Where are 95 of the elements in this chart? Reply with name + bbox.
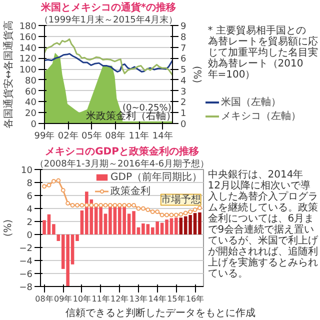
x-tick-label: 99年 <box>34 130 55 142</box>
x-tick-label: 15年 <box>167 294 186 304</box>
text: 信頼できると判断したデータをもとに作成 <box>66 307 256 319</box>
y-tick-label: 8 <box>26 179 33 189</box>
chart-subtitle: （1999年1月末～2015年4月末） <box>39 14 178 26</box>
y-tick-label: −8 <box>19 283 33 293</box>
y2-tick-label: 7 <box>180 44 186 54</box>
point <box>60 188 66 193</box>
point <box>89 203 94 208</box>
point <box>174 212 178 218</box>
line-series <box>44 38 172 76</box>
point <box>178 212 184 217</box>
x-tick-label: 14年 <box>152 130 173 142</box>
point <box>46 182 52 188</box>
y-tick-label: 140 <box>19 44 37 54</box>
point <box>132 203 136 208</box>
point <box>103 203 108 208</box>
point <box>197 206 202 210</box>
y-tick-label: 6 <box>26 192 33 202</box>
x-tick-label: 10年 <box>72 294 92 304</box>
y-tick-label: 160 <box>19 32 37 43</box>
y2-tick-label: 4 <box>180 76 186 86</box>
point <box>183 210 188 216</box>
y2-tick-label: 8 <box>180 32 186 43</box>
y-tick-label: 2 <box>26 218 33 228</box>
point <box>56 178 61 183</box>
y-tick-label: −6 <box>19 270 33 280</box>
legend-label: 米国（左軸） <box>221 96 281 109</box>
y-tick-label: 100 <box>19 66 37 76</box>
chart-subtitle: （2008年1-3月期～2016年4-6月期予想） <box>34 158 210 170</box>
y2-tick-label: 6 <box>180 54 186 65</box>
y-tick-label: 0 <box>26 231 33 241</box>
y2-tick-label: 3 <box>180 87 186 98</box>
point <box>140 206 146 211</box>
y-tick-label: 120 <box>19 54 37 65</box>
point <box>164 212 170 218</box>
point <box>94 203 98 208</box>
point <box>98 203 104 208</box>
point <box>80 203 84 208</box>
y-axis-title: (%) <box>3 219 14 237</box>
legend-label: GDP（前年同期比） <box>110 170 202 184</box>
point <box>160 212 164 218</box>
point <box>169 212 174 218</box>
point <box>84 203 89 208</box>
bar <box>179 218 183 234</box>
line-series <box>44 53 172 73</box>
y2-tick-label: 0 <box>180 120 186 130</box>
point <box>136 206 141 211</box>
y-tick-label: 4 <box>26 205 33 215</box>
y-tick-label: 40 <box>25 98 37 108</box>
y2-tick-label: 5 <box>180 66 186 76</box>
x-tick-label: 08年 <box>105 130 126 142</box>
x-tick-label: 16年 <box>186 294 204 304</box>
x-tick-label: 12年 <box>110 294 129 304</box>
y2-axis-title: (%) <box>191 66 202 84</box>
legend-label: メキシコ（左軸） <box>221 110 301 123</box>
point <box>150 210 155 214</box>
x-tick-label: 13年 <box>129 294 148 304</box>
point <box>51 178 56 184</box>
y-tick-label: 20 <box>25 109 37 120</box>
point <box>66 201 70 206</box>
y-tick-label: 0 <box>30 120 37 130</box>
x-tick-label: 11年 <box>92 294 110 304</box>
point <box>146 208 150 212</box>
y-tick-label: 80 <box>25 76 37 86</box>
y2-tick-label: 9 <box>180 22 186 32</box>
y2-tick-label: 2 <box>180 98 186 108</box>
point <box>70 203 75 208</box>
y-tick-label: 60 <box>25 87 37 98</box>
point <box>192 208 198 212</box>
point <box>42 184 47 189</box>
point <box>126 203 132 208</box>
y-tick-label: 10 <box>21 166 33 176</box>
y-axis-title: 各国通貨安↔各国通貨高 <box>2 20 14 129</box>
x-tick-label: 14年 <box>148 294 166 304</box>
legend-label: 政策金利 <box>110 184 151 198</box>
y2-tick-label: 1 <box>180 109 186 120</box>
text: 中央銀行は、2014年12月以降に相次いで導入した為替介入プログラムを継続している。政策金利については、6月まで9会合連続で据え置いているが、米国で利上げが開始されれば、追随利上げを実施するとみられている。 <box>208 170 318 280</box>
point <box>108 203 112 208</box>
y-tick-label: −4 <box>19 257 33 267</box>
point <box>117 203 122 208</box>
x-tick-label: 09年 <box>54 294 72 304</box>
chart-title: 米国とメキシコの通貨*の推移 <box>40 2 176 14</box>
point <box>122 203 127 208</box>
point <box>188 210 193 214</box>
x-tick-label: 02年 <box>58 130 78 142</box>
x-tick-label: 08年 <box>35 294 54 304</box>
point <box>74 203 80 208</box>
x-tick-label: 11年 <box>128 130 150 142</box>
point <box>155 210 160 214</box>
point <box>112 203 118 208</box>
y-tick-label: −2 <box>19 244 33 254</box>
chart-title: メキシコのGDPと政策金利の推移 <box>45 146 199 158</box>
x-tick-label: 05年 <box>82 130 102 142</box>
y-tick-label: 180 <box>19 22 37 32</box>
